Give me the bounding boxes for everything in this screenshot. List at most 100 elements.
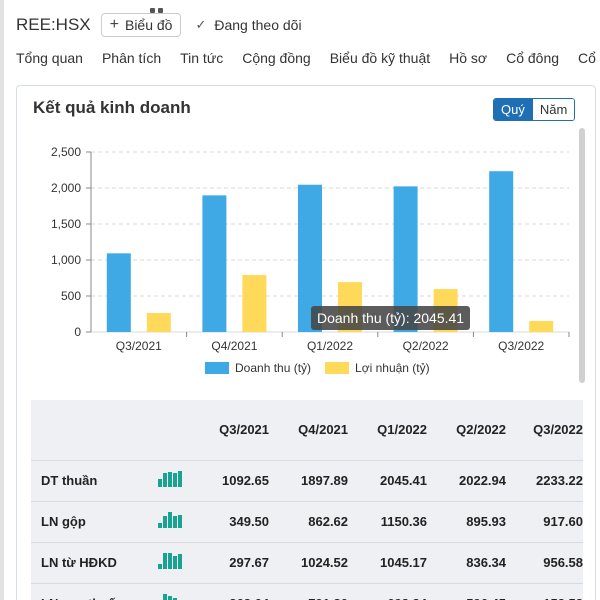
chart-button[interactable]: + Biểu đồ [100,13,182,37]
legend-item-revenue[interactable]: Doanh thu (tỷ) [205,361,311,375]
sparkline-bar [172,556,177,569]
sparkline-bar [172,598,177,600]
sparkline-bar [157,564,162,569]
legend-label-revenue: Doanh thu (tỷ) [235,361,312,375]
table-cell: 862.62 [269,500,349,542]
chart-legend: Doanh thu (tỷ) Lợi nhuận (tỷ) [205,361,444,375]
sparkline-bar [167,512,172,528]
table-cell: 2233.22 [506,459,583,501]
sparkline-bar [167,553,172,569]
sparkline-bar [172,473,177,487]
period-toggle: Quý Năm [493,98,576,121]
nav-tab-community[interactable]: Cộng đồng [242,50,311,66]
nav-tab-profile[interactable]: Hồ sơ [449,50,488,66]
table-header: Q3/2022 [533,422,583,438]
business-results-card: Kết quả kinh doanh Quý Năm 0 500 1,000 1,50… [16,85,596,600]
table-cell: 895.93 [427,500,507,542]
business-results-chart: 0 500 1,000 1,500 2,000 2,500 Q3/2021 Q4/2021 Q1… [51,145,570,353]
sparkline-bar [162,553,167,569]
nav-tab-dividends[interactable]: Cổ tức [578,50,600,66]
bar-revenue[interactable] [489,171,514,332]
y-tick-label: 1,000 [51,253,81,267]
bar-profit[interactable] [242,274,267,332]
table-cell: 596.45 [427,582,507,600]
nav-tab-overview[interactable]: Tổng quan [16,50,83,66]
left-panel-edge [0,0,4,600]
legend-swatch-profit [325,362,350,374]
sparkline-bar [157,523,162,528]
row-label: LN gộp [31,500,144,542]
table-header: Q1/2022 [377,422,428,438]
sparkline-bar [172,516,177,528]
table-cell: 2045.41 [348,459,428,501]
legend-label-profit: Lợi nhuận (tỷ) [355,361,430,375]
nav-tab-analysis[interactable]: Phân tích [101,50,162,66]
table-cell: 1092.65 [205,459,270,501]
toggle-quarter[interactable]: Quý [494,99,532,120]
table-cell: 2022.94 [427,459,507,501]
sparkline-bar [167,472,172,487]
y-tick-label: 2,000 [51,181,81,195]
table-cell: 956.58 [506,541,583,583]
ticker-symbol: REE:HSX [16,15,91,34]
bar-profit[interactable] [529,320,554,332]
card-title: Kết quả kinh doanh [33,98,191,117]
sparkline-bar [177,515,182,528]
sparkline-icon[interactable] [143,500,206,542]
row-label: DT thuần [31,459,144,501]
chart-tooltip: Doanh thu (tỷ): 2045.41 [311,306,471,330]
legend-item-profit[interactable]: Lợi nhuận (tỷ) [325,361,430,375]
table-cell: 1897.89 [269,459,349,501]
sparkline-bar [162,594,167,600]
y-tick-label: 1,500 [51,217,81,231]
table-cell: 836.34 [427,541,507,583]
top-strip [150,0,170,13]
table-row: LN gộp 349.50 862.62 1150.36 895.93 917.60 [31,500,583,542]
table-row: LN sau thuế 263.64791.80693.34596.45153.5… [31,582,583,600]
sparkline-icon[interactable] [143,582,206,600]
table-cell: 263.64 [205,582,270,600]
bar-revenue[interactable] [202,195,227,332]
nav-tab-shareholders[interactable]: Cổ đông [506,50,560,66]
sparkline-bar [162,516,167,528]
header: REE:HSX + Biểu đồ ✓ Đang theo dõi [16,12,302,38]
follow-label: Đang theo dõi [214,17,302,33]
follow-button[interactable]: ✓ Đang theo dõi [195,17,301,33]
y-tick-label: 2,500 [51,145,81,159]
legend-swatch-revenue [205,362,229,374]
x-tick-label: Q3/2022 [498,339,544,353]
table-cell: 791.80 [269,582,349,600]
table-cell: 297.67 [205,541,270,583]
row-label: LN từ HĐKD [31,541,144,583]
sparkline-bar [162,473,167,487]
table-header-row: Q3/2021 Q4/2021 Q1/2022 Q2/2022 Q3/2022 [31,400,583,460]
sparkline-bar [177,554,182,569]
table-header: Q3/2021 [219,422,270,438]
sparkline-icon[interactable] [143,459,206,501]
y-tick-label: 500 [61,289,81,303]
y-tick-label: 0 [74,325,81,339]
main-nav: Tổng quan Phân tích Tin tức Cộng đồng Bi… [16,50,600,66]
sparkline-icon[interactable] [143,541,206,583]
table-cell: 1150.36 [348,500,428,542]
table-header: Q4/2021 [298,422,349,438]
table-cell: 1045.17 [348,541,428,583]
table-cell: 153.52 [506,582,583,600]
sparkline-bar [177,471,182,487]
toggle-year[interactable]: Năm [531,99,575,120]
table-row: LN từ HĐKD 297.67 1024.52 1045.17 836.34 956.… [31,541,583,583]
row-label: LN sau thuế [31,582,144,600]
card-scrollbar[interactable] [579,128,585,383]
x-tick-label: Q1/2022 [307,339,353,353]
table-header: Q2/2022 [456,422,507,438]
table-cell: 693.34 [348,582,428,600]
check-icon: ✓ [195,17,207,32]
nav-tab-technical-chart[interactable]: Biểu đồ kỹ thuật [329,50,431,66]
plus-icon: + [109,16,119,33]
x-tick-label: Q2/2022 [403,339,449,353]
nav-tab-news[interactable]: Tin tức [180,50,224,66]
bar-revenue[interactable] [106,253,131,332]
table-cell: 349.50 [205,500,270,542]
bar-profit[interactable] [146,313,171,332]
results-table: Q3/2021 Q4/2021 Q1/2022 Q2/2022 Q3/2022 … [31,400,583,600]
